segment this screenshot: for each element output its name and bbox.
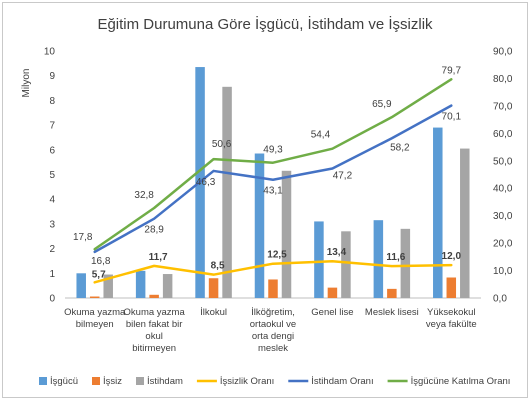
data-label-2-5: 65,9 — [372, 99, 392, 110]
bar-2-1 — [162, 274, 173, 298]
legend: İşgücü İşsiz İstihdam İşsizlik Oranı İstihda… — [39, 376, 510, 387]
y-left-tick-label: 5 — [49, 170, 55, 181]
y-right-tick-label: 80,0 — [493, 74, 513, 85]
bar-0-3 — [254, 153, 265, 298]
bar-1-0 — [89, 296, 100, 298]
data-label-1-2: 46,3 — [196, 177, 216, 188]
bar-2-2 — [222, 86, 232, 298]
data-label-2-6: 79,7 — [442, 65, 462, 76]
data-label-1-0: 16,8 — [91, 256, 111, 267]
bar-0-0 — [76, 273, 86, 298]
y-left-tick-label: 4 — [49, 195, 55, 206]
data-label-2-4: 54,4 — [311, 130, 331, 141]
data-label-0-1: 11,7 — [149, 252, 168, 263]
legend-label-1: İşsiz — [103, 376, 122, 387]
bar-1-6 — [446, 277, 457, 298]
category-label: Okuma yazma — [124, 307, 186, 318]
data-label-0-5: 11,6 — [386, 252, 405, 263]
line-series-0 — [93, 259, 453, 284]
legend-swatch-2 — [136, 377, 144, 385]
category-label: Genel lise — [311, 307, 353, 318]
legend-label-4: İstihdam Oranı — [311, 376, 373, 387]
y-left-tick-label: 0 — [49, 294, 55, 305]
y-right-tick-label: 90,0 — [493, 47, 513, 58]
data-label-2-0: 17,8 — [73, 232, 93, 243]
y-left-tick-label: 1 — [49, 269, 55, 280]
bar-1-5 — [387, 288, 397, 298]
y-right-tick-label: 30,0 — [493, 211, 513, 222]
data-label-1-3: 43,1 — [263, 186, 283, 197]
category-label: ortaokul ve — [250, 319, 296, 330]
category-label: İlköğretim, — [251, 307, 295, 318]
bar-0-5 — [373, 220, 384, 298]
legend-label-0: İşgücü — [50, 376, 78, 387]
category-label: Meslek lisesi — [365, 307, 419, 318]
bar-0-1 — [135, 270, 146, 298]
y-left-tick-label: 3 — [49, 219, 55, 230]
bar-2-6 — [460, 148, 470, 298]
y-left-tick-label: 10 — [44, 47, 56, 58]
axes: 0 1 2 3 4 5 6 7 8 9 10 0,0 10,0 20,0 30,0 40,0 50,0 60,0 7… — [44, 47, 513, 305]
y-right-tick-label: 10,0 — [493, 266, 513, 277]
data-label-0-4: 13,4 — [327, 247, 347, 258]
category-label: bitirmeyen — [132, 343, 176, 354]
bar-0-6 — [433, 127, 443, 298]
y-left-tick-label: 9 — [49, 71, 55, 82]
line-series-1 — [93, 104, 453, 254]
bar-2-5 — [400, 228, 411, 298]
line-series-2 — [93, 78, 453, 251]
bar-2-0 — [103, 274, 113, 298]
category-label: orta dengi — [252, 331, 294, 342]
category-label: bilmeyen — [76, 319, 114, 330]
data-label-0-3: 12,5 — [267, 250, 287, 261]
bar-0-4 — [314, 221, 324, 298]
data-label-1-4: 47,2 — [333, 170, 353, 181]
y-left-tick-label: 6 — [49, 145, 55, 156]
data-label-1-1: 28,9 — [144, 225, 164, 236]
category-label: İlkokul — [200, 307, 227, 318]
chart-title: Eğitim Durumuna Göre İşgücü, İstihdam ve… — [97, 15, 433, 33]
y-axis-left-label: Milyon — [21, 69, 32, 98]
data-label-0-0: 5,7 — [92, 269, 106, 280]
category-label: meslek — [258, 343, 288, 354]
data-label-1-5: 58,2 — [390, 142, 410, 153]
y-right-tick-label: 50,0 — [493, 156, 513, 167]
data-label-0-6: 12,0 — [442, 251, 462, 262]
y-right-tick-label: 40,0 — [493, 184, 513, 195]
data-label-2-2: 50,6 — [212, 139, 232, 150]
y-right-tick-label: 70,0 — [493, 101, 513, 112]
category-label: bilen fakat bir — [126, 319, 183, 330]
data-labels-group: 5,7 11,7 8,5 12,5 13,4 11,6 12,0 16,8 28,9 46,3 43… — [73, 65, 461, 280]
category-label: okul — [145, 331, 162, 342]
category-label: veya fakülte — [426, 319, 477, 330]
bar-2-4 — [341, 231, 351, 298]
data-label-0-2: 8,5 — [211, 261, 225, 272]
data-label-1-6: 70,1 — [442, 112, 462, 123]
legend-swatch-1 — [92, 377, 100, 385]
data-label-2-3: 49,3 — [263, 145, 283, 156]
legend-label-3: İşsizlik Oranı — [220, 376, 274, 387]
y-right-tick-label: 60,0 — [493, 129, 513, 140]
data-label-2-1: 32,8 — [134, 190, 154, 201]
bar-1-1 — [149, 294, 159, 298]
y-left-tick-label: 2 — [49, 244, 55, 255]
chart: Eğitim Durumuna Göre İşgücü, İstihdam ve… — [21, 15, 513, 387]
bar-2-3 — [281, 170, 292, 298]
bar-1-4 — [327, 287, 338, 298]
line-series-group — [93, 78, 453, 284]
bar-1-3 — [268, 279, 278, 298]
bar-1-2 — [208, 278, 219, 298]
legend-swatch-0 — [39, 377, 47, 385]
y-left-tick-label: 7 — [49, 121, 55, 132]
category-label: Yüksekokul — [427, 307, 476, 318]
y-right-tick-label: 0,0 — [493, 294, 507, 305]
legend-label-5: İşgücüne Katılma Oranı — [411, 376, 511, 387]
category-label: Okuma yazma — [64, 307, 126, 318]
legend-label-2: İstihdam — [147, 376, 183, 387]
y-left-tick-label: 8 — [49, 96, 55, 107]
y-right-tick-label: 20,0 — [493, 239, 513, 250]
